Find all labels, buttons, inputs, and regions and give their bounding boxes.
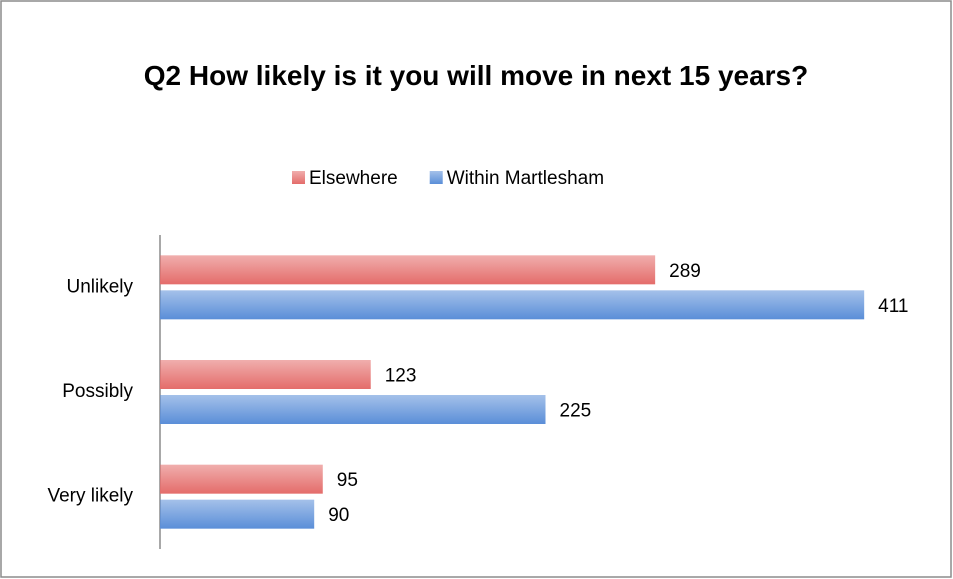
data-label: 411 [878, 296, 908, 317]
y-tick-label: Very likely [47, 486, 133, 507]
legend-swatch [429, 171, 443, 184]
data-label: 123 [385, 366, 417, 387]
bar [160, 360, 371, 389]
data-label: 289 [669, 261, 701, 282]
data-label: 225 [560, 401, 592, 422]
bar [160, 395, 546, 424]
y-tick-label: Unlikely [66, 276, 133, 297]
bar [160, 255, 656, 285]
data-label: 95 [337, 470, 358, 491]
bar [160, 464, 323, 494]
legend-label: Elsewhere [309, 168, 398, 189]
data-label: 90 [328, 505, 349, 526]
y-tick-label: Possibly [62, 381, 133, 402]
chart-title: Q2 How likely is it you will move in nex… [143, 60, 809, 91]
bar [160, 499, 315, 529]
bar [160, 290, 865, 320]
legend-label: Within Martlesham [447, 168, 604, 189]
legend-swatch [292, 171, 305, 184]
